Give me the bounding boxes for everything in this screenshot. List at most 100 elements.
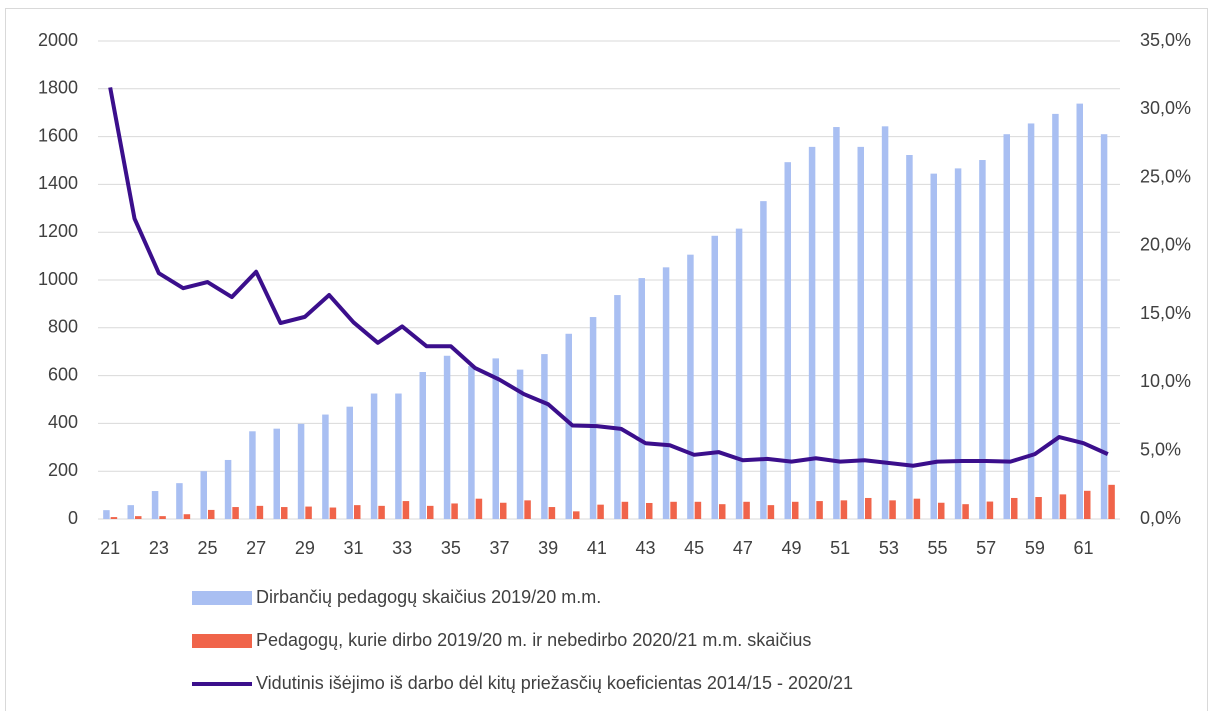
bar: [1108, 484, 1115, 519]
x-tick-label: 21: [100, 538, 120, 558]
legend-swatch: [192, 591, 252, 605]
bar: [816, 501, 823, 519]
bar: [354, 505, 361, 519]
bar: [249, 431, 256, 519]
bar: [500, 502, 507, 519]
bar: [475, 498, 483, 519]
bar: [735, 228, 743, 520]
bar: [1003, 134, 1010, 519]
bar: [159, 516, 166, 519]
bar: [427, 505, 434, 519]
x-tick-label: 55: [927, 538, 947, 558]
x-tick-label: 37: [489, 538, 509, 558]
y-tick-label: 2000: [38, 30, 78, 50]
x-tick-label: 53: [879, 538, 899, 558]
bar: [711, 235, 718, 519]
y2-tick-label: 0,0%: [1140, 508, 1181, 528]
x-tick-label: 39: [538, 538, 558, 558]
x-tick-label: 29: [295, 538, 315, 558]
bar: [176, 483, 183, 519]
bar: [638, 278, 645, 519]
bar: [281, 507, 288, 519]
bar: [857, 146, 864, 519]
x-tick-label: 33: [392, 538, 412, 558]
bar: [889, 500, 896, 519]
bar: [687, 254, 694, 519]
y-tick-label: 400: [48, 412, 78, 432]
chart-frame: [5, 8, 1208, 711]
bar: [954, 168, 962, 519]
bar: [913, 498, 921, 519]
bar: [541, 354, 548, 519]
bar: [395, 393, 402, 519]
bar: [719, 504, 726, 519]
x-tick-label: 45: [684, 538, 704, 558]
x-tick-label: 47: [733, 538, 753, 558]
bar: [589, 317, 597, 519]
y2-tick-label: 15,0%: [1140, 303, 1191, 323]
y-tick-label: 200: [48, 460, 78, 480]
bar: [743, 501, 750, 519]
x-tick-label: 61: [1073, 538, 1093, 558]
bar: [103, 510, 110, 519]
bar: [110, 517, 118, 519]
bar: [930, 173, 937, 519]
bar: [670, 501, 677, 519]
bar: [232, 507, 239, 519]
x-tick-label: 57: [976, 538, 996, 558]
x-tick-label: 51: [830, 538, 850, 558]
bar: [305, 506, 312, 519]
bar: [1100, 134, 1108, 519]
bar: [979, 160, 986, 519]
y2-tick-label: 25,0%: [1140, 166, 1191, 186]
bar: [346, 406, 353, 519]
y-tick-label: 0: [68, 508, 78, 528]
bar: [614, 295, 621, 519]
bar: [200, 471, 207, 519]
bar: [1035, 497, 1042, 519]
bar: [492, 358, 499, 519]
bar: [906, 155, 913, 520]
bar: [451, 503, 458, 519]
y-tick-label: 1000: [38, 269, 78, 289]
y2-tick-label: 5,0%: [1140, 439, 1181, 459]
x-tick-label: 59: [1025, 538, 1045, 558]
bar: [986, 501, 994, 519]
bar: [565, 333, 572, 519]
legend-label: Pedagogų, kurie dirbo 2019/20 m. ir nebe…: [256, 630, 811, 650]
y-tick-label: 600: [48, 364, 78, 384]
bar: [1076, 103, 1083, 520]
x-tick-label: 49: [781, 538, 801, 558]
x-tick-label: 25: [197, 538, 217, 558]
bar: [1059, 494, 1067, 519]
y2-tick-label: 35,0%: [1140, 30, 1191, 50]
y-tick-label: 1800: [38, 78, 78, 98]
bar: [1011, 497, 1018, 519]
bar: [183, 514, 191, 519]
bar: [468, 366, 475, 519]
legend-label: Dirbančių pedagogų skaičius 2019/20 m.m.: [256, 587, 601, 607]
bar: [767, 505, 775, 519]
bar: [1052, 113, 1059, 520]
bar: [792, 501, 799, 519]
bar: [548, 507, 556, 519]
line-series: [108, 87, 1109, 468]
bar: [808, 146, 816, 519]
bar: [760, 201, 767, 519]
bar: [135, 516, 142, 519]
bar: [1027, 123, 1035, 519]
bar: [646, 502, 653, 519]
y-tick-label: 800: [48, 317, 78, 337]
bar: [597, 504, 604, 519]
bar: [329, 507, 337, 519]
bar: [881, 126, 889, 519]
bar: [524, 500, 531, 519]
x-tick-label: 35: [441, 538, 461, 558]
y-tick-label: 1200: [38, 221, 78, 241]
bar: [662, 267, 670, 519]
x-tick-label: 31: [343, 538, 363, 558]
bar: [516, 369, 524, 519]
y-tick-label: 1400: [38, 173, 78, 193]
bar: [151, 491, 159, 519]
